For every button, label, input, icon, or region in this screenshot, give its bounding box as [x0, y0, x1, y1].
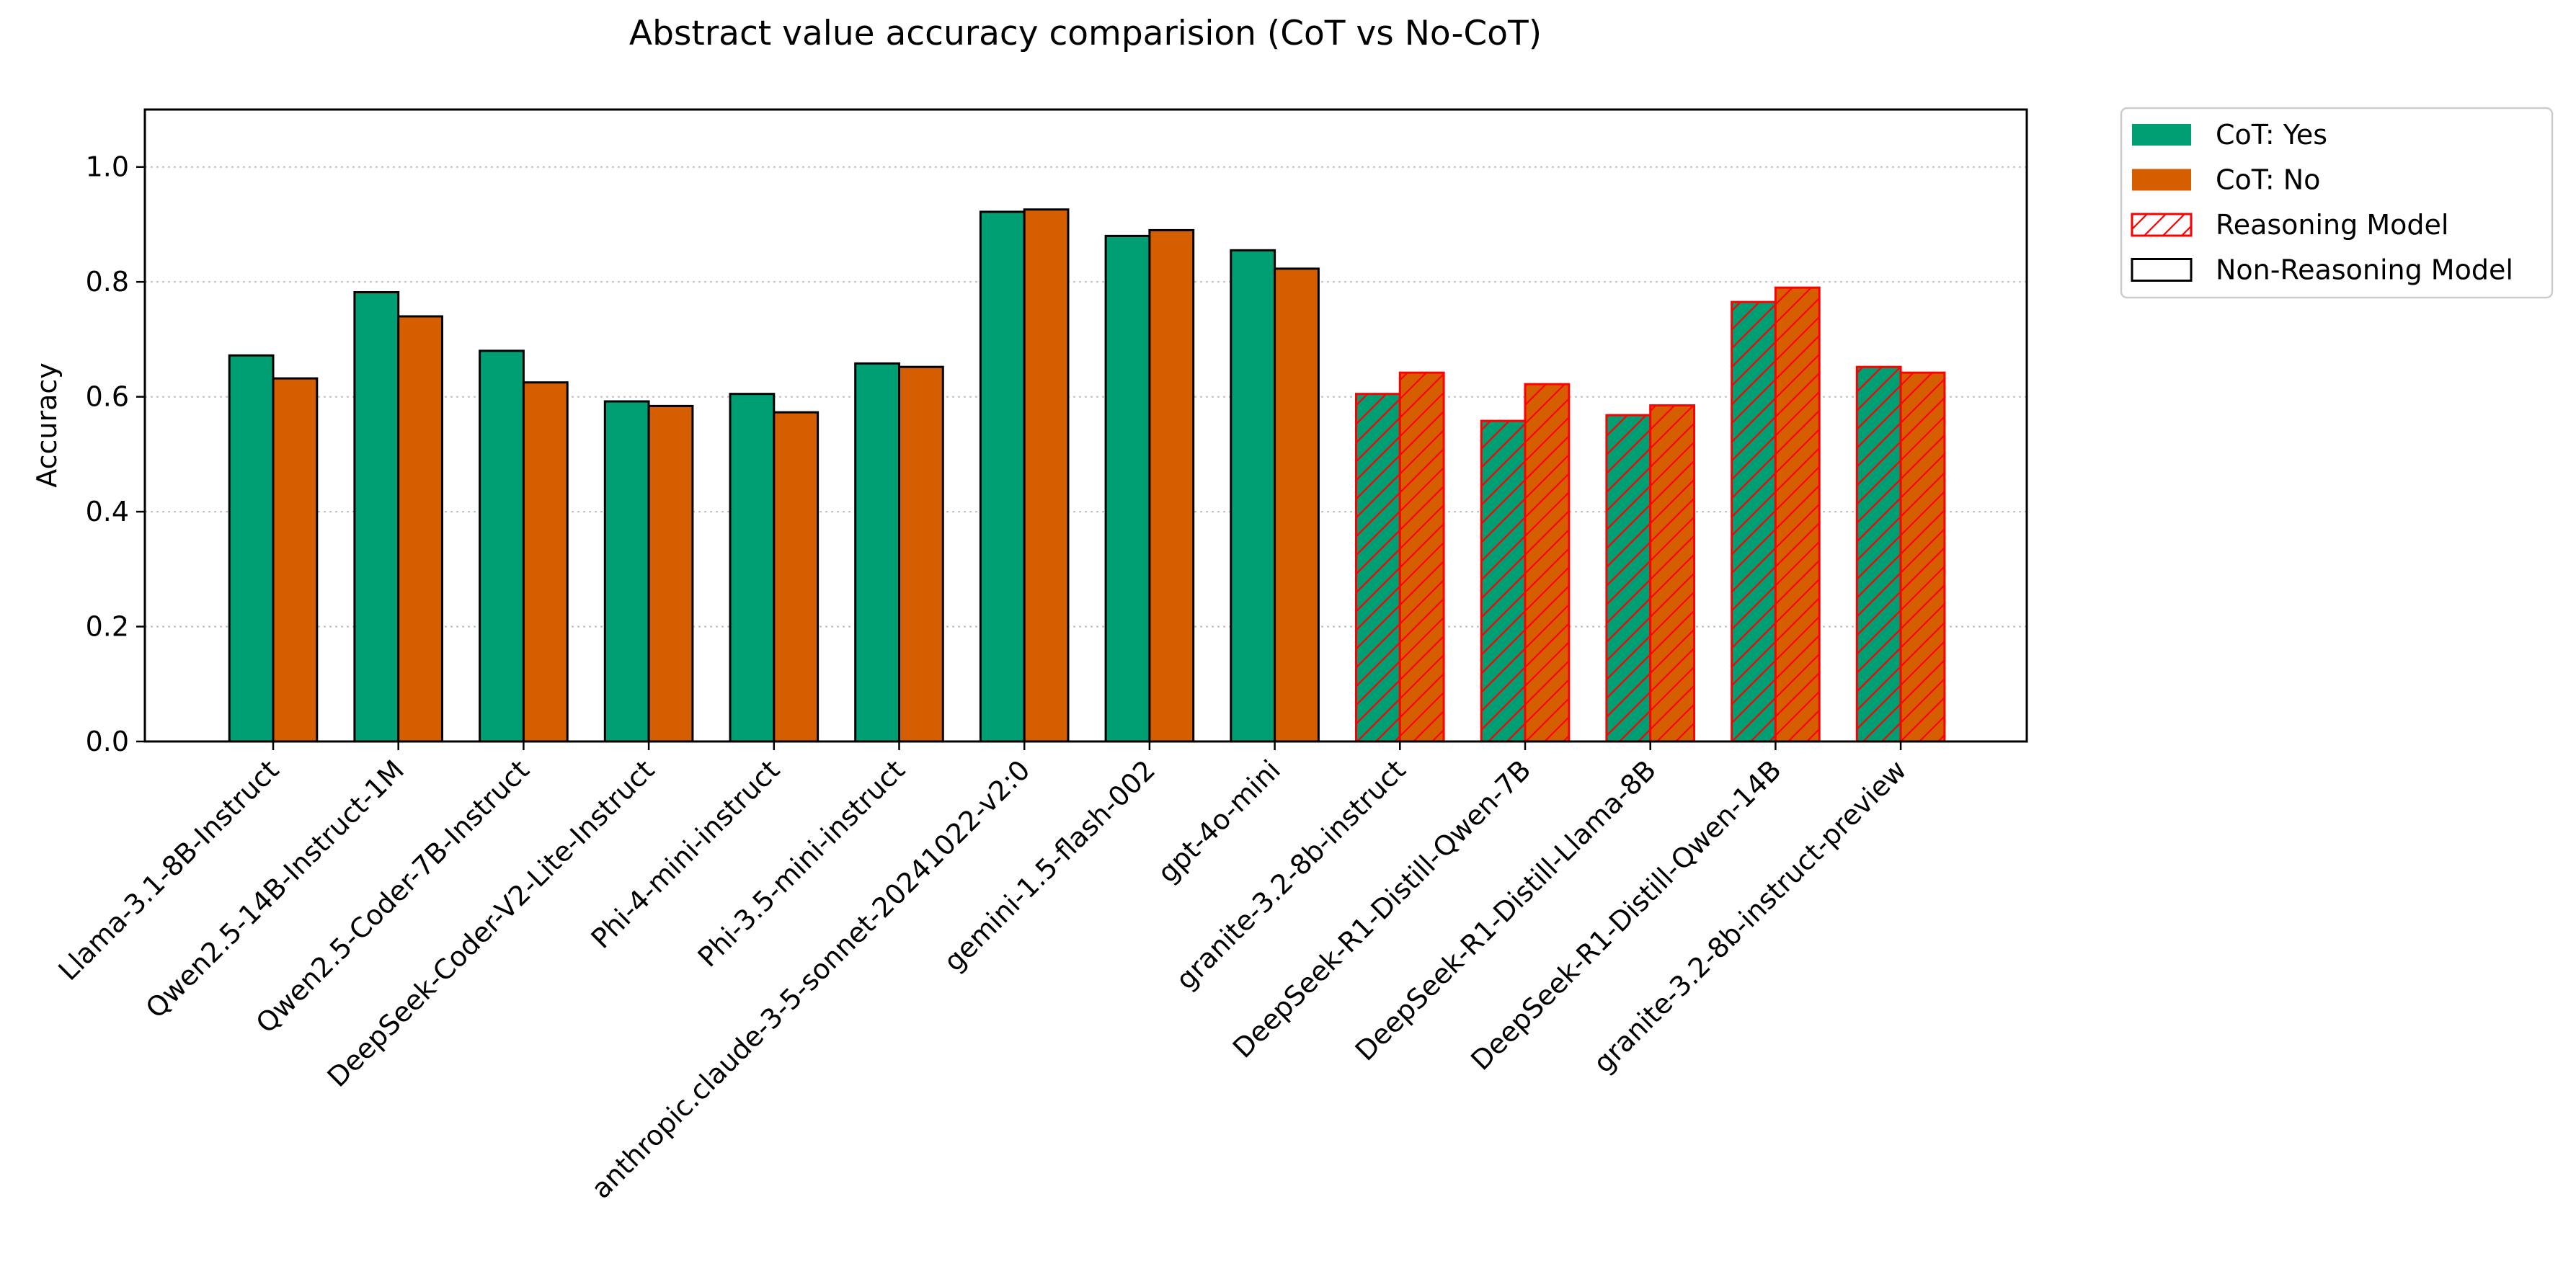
legend: CoT: Yes CoT: No Reasoning Model Non-Reason…	[2120, 107, 2554, 299]
x-tick-label: Qwen2.5-14B-Instruct-1M	[140, 754, 410, 1024]
bar	[1149, 230, 1194, 742]
legend-swatch	[2132, 124, 2191, 146]
bar-hatch	[1400, 373, 1444, 741]
y-axis: 0.0 0.2 0.4 0.6 0.8 1.0	[86, 151, 145, 757]
bar	[229, 355, 273, 741]
bar	[980, 211, 1025, 741]
x-tick-label: Phi-3.5-mini-instruct	[692, 754, 911, 973]
plot-frame	[143, 108, 2028, 743]
legend-swatch	[2132, 169, 2191, 191]
gridlines	[145, 166, 2027, 628]
legend-frame	[2120, 107, 2554, 299]
y-tick-label: 0.0	[86, 726, 129, 757]
bar	[398, 316, 443, 741]
y-tick-label: 0.8	[86, 266, 129, 298]
legend-swatch	[2131, 258, 2193, 282]
legend-label: Non-Reasoning Model	[2216, 254, 2513, 286]
bar-hatch	[1525, 384, 1569, 741]
bar-hatch	[1356, 393, 1400, 741]
bar	[899, 367, 943, 741]
y-tick-label: 1.0	[86, 151, 129, 183]
chart-title: Abstract value accuracy comparision (CoT…	[629, 14, 1542, 53]
bar-hatch	[1775, 288, 1820, 741]
bar-hatch	[1731, 302, 1776, 741]
bar-hatch	[1857, 367, 1901, 741]
x-axis: Llama-3.1-8B-InstructQwen2.5-14B-Instruc…	[52, 741, 1912, 1205]
x-tick-label: Llama-3.1-8B-Instruct	[52, 754, 285, 986]
bar	[730, 393, 774, 741]
bar	[273, 378, 317, 741]
bar	[523, 382, 568, 741]
legend-label: CoT: No	[2216, 164, 2320, 196]
bar	[773, 412, 818, 741]
y-tick-label: 0.4	[86, 496, 129, 527]
y-tick-label: 0.6	[86, 381, 129, 413]
x-tick-label: gemini-1.5-flash-002	[938, 754, 1161, 977]
legend-label: Reasoning Model	[2216, 209, 2448, 241]
bar	[354, 292, 399, 741]
y-axis-label: Accuracy	[31, 362, 63, 488]
bar	[649, 406, 693, 741]
bar	[1106, 236, 1150, 741]
bar	[605, 401, 649, 741]
bar-hatch	[1606, 415, 1651, 741]
x-tick-label: gpt-4o-mini	[1152, 754, 1287, 888]
bar-hatch	[1901, 373, 1945, 741]
x-tick-label: anthropic.claude-3-5-sonnet-20241022-v2:…	[585, 754, 1036, 1205]
x-tick-label: granite-3.2-8b-instruct	[1170, 754, 1412, 996]
legend-swatch	[2131, 213, 2193, 237]
bar	[479, 350, 524, 741]
legend-label: CoT: Yes	[2216, 119, 2327, 151]
bars	[228, 208, 1946, 743]
bar	[1274, 268, 1319, 741]
y-tick-label: 0.2	[86, 611, 129, 643]
bar-hatch	[1481, 421, 1525, 741]
bar	[1230, 250, 1275, 742]
bar	[1024, 209, 1068, 741]
x-tick-label: Qwen2.5-Coder-7B-Instruct	[250, 754, 536, 1039]
bar-hatch	[1650, 405, 1695, 741]
bar	[855, 363, 900, 741]
